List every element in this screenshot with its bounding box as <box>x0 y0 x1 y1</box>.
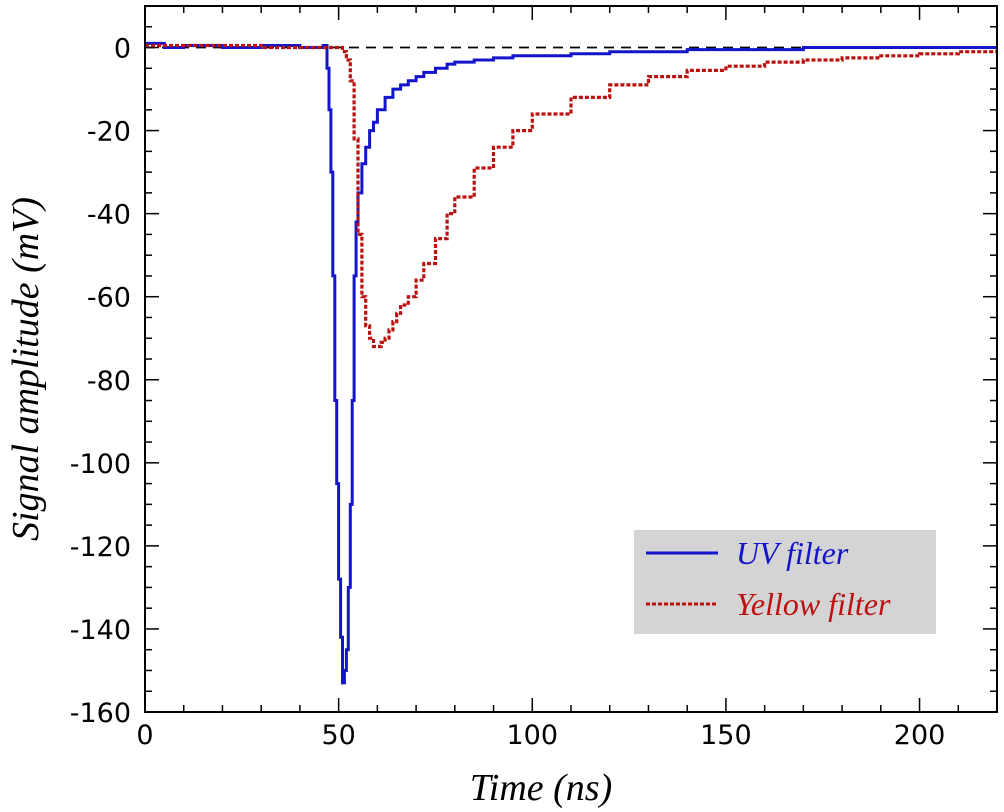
plot-frame <box>144 5 998 713</box>
y-tick-label: -120 <box>70 532 131 563</box>
series-uv-filter <box>145 41 997 685</box>
x-tick-label: 150 <box>700 720 752 751</box>
ticks-layer <box>144 5 998 713</box>
y-tick-label: 0 <box>114 34 131 65</box>
series-layer <box>145 41 997 685</box>
y-tick-label: -140 <box>70 615 131 646</box>
y-tick-label: -80 <box>87 366 131 397</box>
y-tick-label: -160 <box>70 698 131 729</box>
y-tick-label: -60 <box>87 283 131 314</box>
x-tick-label: 50 <box>321 720 355 751</box>
y-tick-label: -20 <box>87 117 131 148</box>
y-axis-title: Signal amplitude (mV) <box>5 197 47 541</box>
x-tick-label: 100 <box>506 720 558 751</box>
legend-label-uv-filter: UV filter <box>736 535 849 571</box>
x-axis-title: Time (ns) <box>470 767 613 809</box>
legend-box <box>634 530 936 634</box>
legend-label-yellow-filter: Yellow filter <box>736 586 891 622</box>
x-tick-label: 0 <box>136 720 153 751</box>
y-tick-label: -100 <box>70 449 131 480</box>
x-tick-label: 200 <box>894 720 946 751</box>
series-yellow-filter <box>145 43 997 349</box>
y-tick-label: -40 <box>87 200 131 231</box>
tick-labels-layer: 0 50 100 150 200 0 -20 -40 -60 -80 -100 -120 -140 -16… <box>70 34 946 751</box>
legend: UV filter Yellow filter <box>634 530 936 634</box>
